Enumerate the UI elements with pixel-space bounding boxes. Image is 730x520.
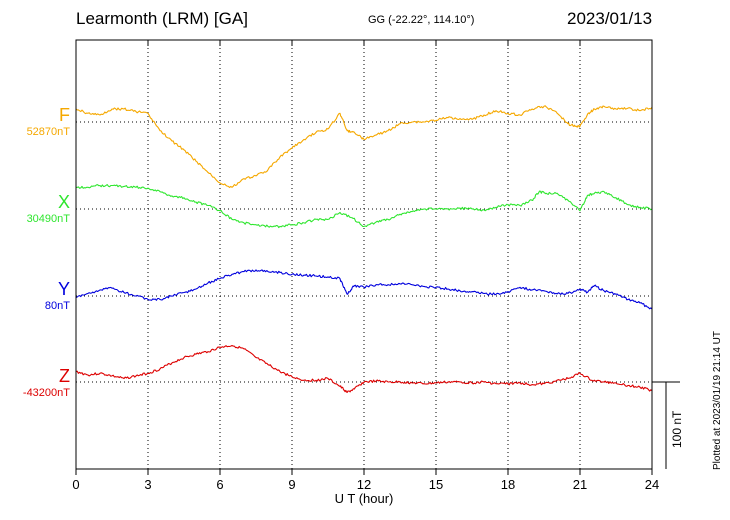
component-name: X bbox=[57, 192, 70, 212]
plotted-timestamp: Plotted at 2023/01/19 21:14 UT bbox=[712, 331, 723, 470]
x-tick-label: 9 bbox=[288, 477, 295, 492]
x-tick-label: 6 bbox=[216, 477, 223, 492]
series-group bbox=[75, 105, 653, 393]
series-line-x bbox=[75, 184, 653, 229]
component-baseline: 30490nT bbox=[26, 213, 70, 225]
station-coordinates: GG (-22.22°, 114.10°) bbox=[368, 14, 475, 26]
x-tick-label: 18 bbox=[501, 477, 515, 492]
component-name: Z bbox=[59, 366, 70, 386]
component-label-z: Z -43200nT bbox=[23, 366, 70, 399]
x-tick-label: 21 bbox=[573, 477, 587, 492]
scale-bar-label: 100 nT bbox=[670, 410, 684, 448]
station-title: Learmonth (LRM) [GA] bbox=[76, 9, 248, 28]
x-tick-label: 15 bbox=[429, 477, 443, 492]
x-axis-label: U T (hour) bbox=[334, 491, 394, 506]
plot-date: 2023/01/13 bbox=[567, 9, 653, 28]
x-axis: 0 3 6 9 12 15 18 21 24 bbox=[72, 40, 659, 492]
x-axis-label-wrap: U T (hour) bbox=[0, 491, 730, 506]
x-tick-label: 12 bbox=[357, 477, 371, 492]
component-label-x: X 30490nT bbox=[27, 192, 70, 225]
component-baseline: 80nT bbox=[44, 300, 70, 312]
x-tick-label: 3 bbox=[144, 477, 151, 492]
component-label-f: F 52870nT bbox=[27, 105, 70, 138]
x-tick-label: 24 bbox=[645, 477, 659, 492]
component-baseline: 52870nT bbox=[26, 126, 70, 138]
x-tick-label: 0 bbox=[72, 477, 79, 492]
series-line-f bbox=[75, 105, 653, 188]
series-line-z bbox=[75, 344, 653, 393]
component-name: Y bbox=[57, 279, 70, 299]
scale-bar bbox=[652, 381, 680, 469]
series-line-y bbox=[75, 269, 653, 310]
grid bbox=[147, 40, 581, 469]
component-label-y: Y 80nT bbox=[45, 279, 70, 312]
component-name: F bbox=[59, 105, 70, 125]
component-baseline: -43200nT bbox=[22, 387, 70, 399]
